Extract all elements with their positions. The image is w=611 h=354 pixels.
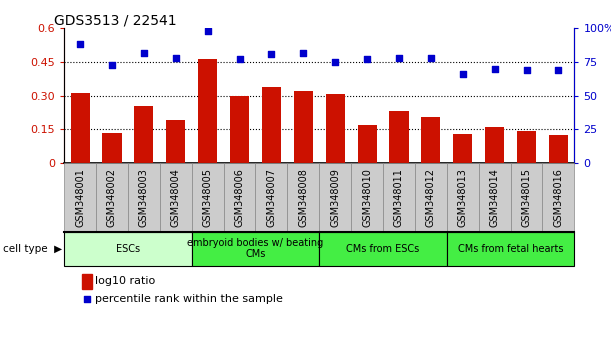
Text: GSM348012: GSM348012 bbox=[426, 169, 436, 227]
Text: cell type  ▶: cell type ▶ bbox=[3, 244, 62, 254]
Bar bbox=[70, 93, 90, 163]
Text: embryoid bodies w/ beating
CMs: embryoid bodies w/ beating CMs bbox=[188, 238, 324, 259]
Point bbox=[458, 71, 467, 77]
Bar bbox=[351, 163, 383, 232]
Bar bbox=[224, 163, 255, 232]
Text: GSM348015: GSM348015 bbox=[522, 169, 532, 227]
Bar bbox=[543, 163, 574, 232]
Text: GSM348002: GSM348002 bbox=[107, 169, 117, 227]
Bar bbox=[517, 131, 536, 163]
Text: GSM348011: GSM348011 bbox=[394, 169, 404, 227]
Bar bbox=[511, 163, 543, 232]
Bar bbox=[198, 59, 218, 163]
Point bbox=[554, 67, 563, 73]
Bar bbox=[320, 232, 447, 266]
Bar bbox=[255, 163, 287, 232]
Text: CMs from fetal hearts: CMs from fetal hearts bbox=[458, 244, 563, 254]
Bar bbox=[320, 163, 351, 232]
Point bbox=[426, 55, 436, 61]
Point bbox=[107, 62, 117, 68]
Text: ESCs: ESCs bbox=[116, 244, 140, 254]
Text: GSM348010: GSM348010 bbox=[362, 169, 372, 227]
Text: CMs from ESCs: CMs from ESCs bbox=[346, 244, 420, 254]
Text: GSM348014: GSM348014 bbox=[489, 169, 500, 227]
Bar bbox=[294, 91, 313, 163]
Bar bbox=[192, 163, 224, 232]
Point bbox=[298, 50, 308, 55]
Bar bbox=[447, 232, 574, 266]
Bar bbox=[422, 117, 441, 163]
Bar bbox=[103, 132, 122, 163]
Point bbox=[82, 296, 92, 302]
Bar bbox=[64, 163, 96, 232]
Point bbox=[490, 66, 500, 72]
Bar bbox=[160, 163, 192, 232]
Bar bbox=[478, 163, 511, 232]
Bar bbox=[230, 96, 249, 163]
Text: GSM348016: GSM348016 bbox=[554, 169, 563, 227]
Text: GSM348008: GSM348008 bbox=[298, 169, 309, 227]
Text: GSM348004: GSM348004 bbox=[170, 169, 181, 227]
Text: GSM348007: GSM348007 bbox=[266, 169, 276, 227]
Text: GSM348005: GSM348005 bbox=[203, 169, 213, 227]
Point bbox=[331, 59, 340, 65]
Text: GSM348009: GSM348009 bbox=[330, 169, 340, 227]
Point bbox=[171, 55, 181, 61]
Bar bbox=[192, 232, 319, 266]
Bar bbox=[357, 125, 376, 163]
Bar bbox=[64, 232, 192, 266]
Point bbox=[235, 56, 244, 62]
Bar bbox=[134, 105, 153, 163]
Text: GSM348006: GSM348006 bbox=[235, 169, 244, 227]
Point bbox=[203, 28, 213, 34]
Bar bbox=[326, 95, 345, 163]
Point bbox=[266, 51, 276, 57]
Bar bbox=[166, 120, 185, 163]
Bar bbox=[287, 163, 319, 232]
Text: log10 ratio: log10 ratio bbox=[95, 276, 155, 286]
Text: GDS3513 / 22541: GDS3513 / 22541 bbox=[54, 13, 177, 27]
Text: percentile rank within the sample: percentile rank within the sample bbox=[95, 294, 282, 304]
Bar bbox=[128, 163, 160, 232]
Bar bbox=[389, 111, 409, 163]
Bar bbox=[383, 163, 415, 232]
Bar bbox=[96, 163, 128, 232]
Point bbox=[139, 50, 148, 55]
Bar bbox=[485, 127, 504, 163]
Bar bbox=[415, 163, 447, 232]
Text: GSM348001: GSM348001 bbox=[75, 169, 85, 227]
Text: GSM348013: GSM348013 bbox=[458, 169, 468, 227]
Point bbox=[75, 42, 85, 47]
Bar bbox=[549, 135, 568, 163]
Bar bbox=[453, 134, 472, 163]
Point bbox=[362, 56, 372, 62]
Text: GSM348003: GSM348003 bbox=[139, 169, 149, 227]
Bar bbox=[447, 163, 478, 232]
Point bbox=[522, 67, 532, 73]
Bar bbox=[262, 87, 281, 163]
Point bbox=[394, 55, 404, 61]
